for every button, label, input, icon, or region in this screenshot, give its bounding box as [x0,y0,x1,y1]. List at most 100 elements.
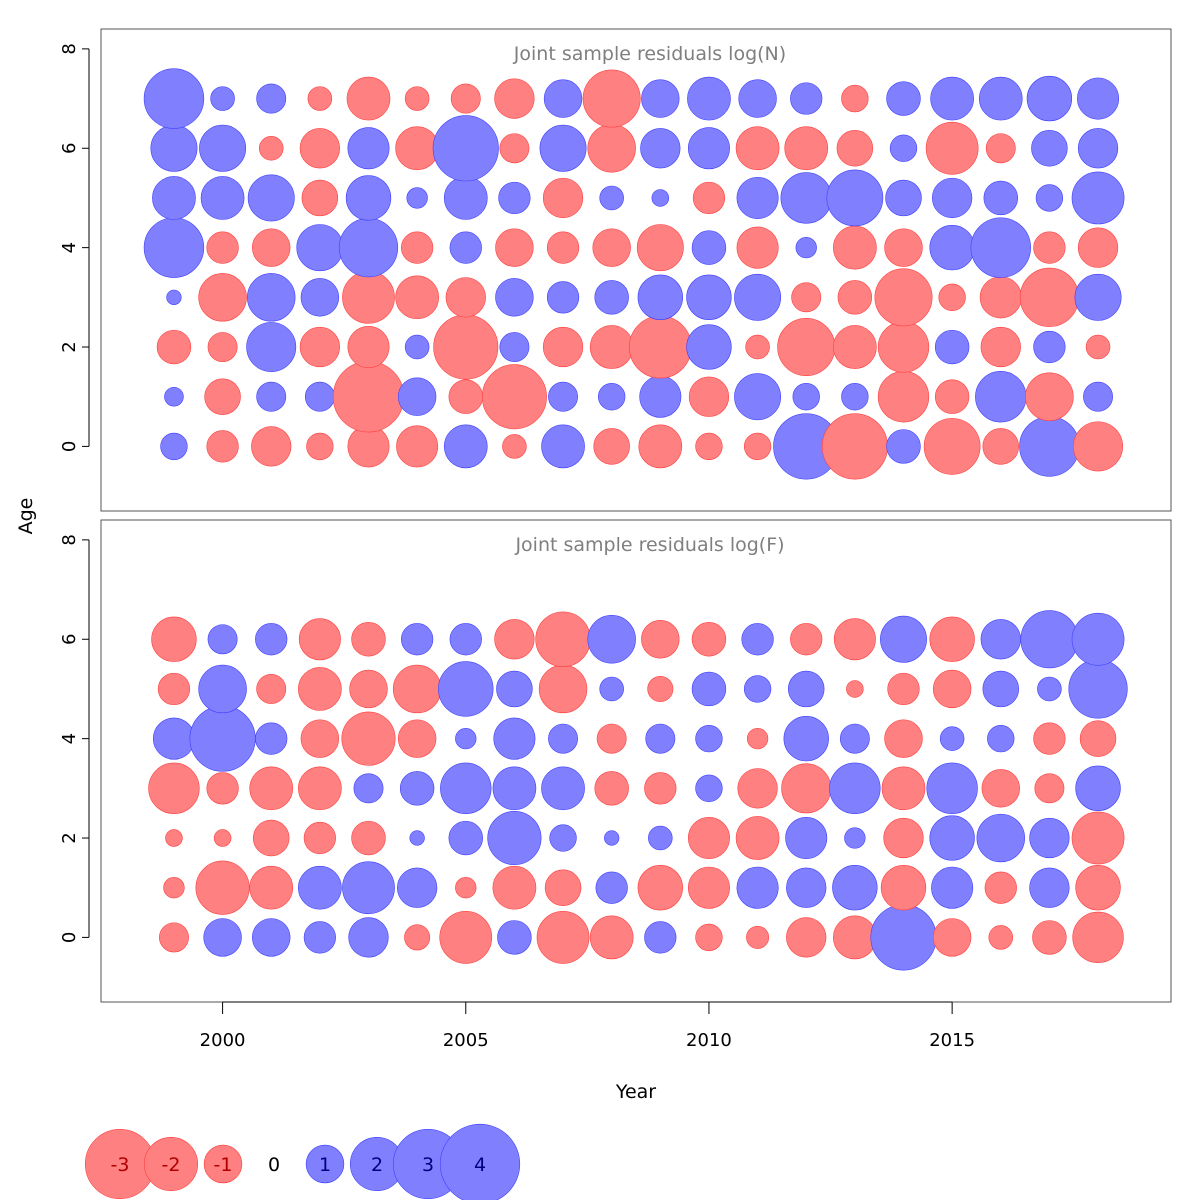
residual-bubble [741,623,774,656]
residual-bubble [743,675,772,703]
residual-bubble [1031,130,1068,167]
y-tick-label: 2 [59,341,80,352]
residual-bubble [546,281,580,314]
residual-bubble [837,280,873,315]
residual-bubble [821,413,888,480]
residual-bubble [298,865,342,910]
residual-bubble [688,376,730,417]
residual-bubble [204,378,241,415]
residual-bubble [156,329,192,365]
y-tick-label: 8 [59,534,80,545]
residual-bubble [495,278,534,317]
y-tick-label: 2 [59,832,80,843]
residual-bubble [303,921,336,954]
residual-bubble [983,180,1018,216]
legend-label: 1 [319,1154,331,1176]
residual-bubble [836,130,874,167]
residual-bubble [736,226,779,269]
y-tick-label: 8 [59,43,80,54]
residual-bubble [351,622,386,657]
residual-bubble [298,618,341,661]
residual-bubble [150,124,198,172]
residual-bubble [833,618,876,661]
residual-bubble [450,83,481,114]
residual-bubble [833,325,877,369]
residual-bubble [877,321,930,373]
residual-bubble [639,375,682,418]
residual-bubble [641,79,680,118]
residual-bubble [687,127,730,170]
residual-bubble [164,386,184,407]
residual-bubble [777,318,836,376]
residual-bubble [409,830,425,846]
residual-bubble [886,81,921,116]
residual-bubble [975,371,1027,423]
residual-bubble [1077,227,1119,268]
residual-bubble [628,315,692,379]
residual-bubble [152,176,196,220]
x-tick-label: 2015 [929,1030,975,1051]
residual-bubble [691,622,727,657]
residual-bubble [930,76,974,121]
residual-bubble [249,865,294,910]
legend-label: -2 [162,1154,181,1176]
residual-bubble [1034,773,1065,804]
residual-bubble [1075,765,1121,811]
residual-bubble [599,676,624,702]
residual-bubble [786,867,827,908]
residual-bubble [443,424,488,469]
x-tick-label: 2010 [686,1030,732,1051]
legend-label: 3 [422,1154,434,1176]
residual-bubble [256,674,287,704]
residual-bubble [487,810,542,866]
residual-bubble [440,762,492,814]
residual-bubble [1072,911,1124,964]
residual-bubble [255,623,288,656]
residual-bubble [781,763,832,814]
residual-bubble [1077,128,1119,169]
residual-bubble [695,432,723,461]
residual-bubble [985,133,1016,164]
residual-bubble [338,218,399,278]
residual-bubble [978,76,1023,121]
residual-bubble [449,231,482,264]
residual-bubble [1026,75,1073,122]
panels-group: 0 2 4 6 8 Joint sample residuals log(N) 0 2 4 6 8 J… [59,28,1172,1003]
residual-bubble [926,762,978,814]
residual-bubble [351,820,386,856]
residual-bubble [938,283,966,311]
residual-bubble [833,915,877,960]
residual-bubble [498,181,531,215]
panel-title: Joint sample residuals log(N) [513,43,786,65]
residual-bubble [438,661,494,717]
residual-bubble [791,282,822,313]
residual-bubble [987,724,1015,753]
residual-bubble [691,230,727,265]
residual-bubble [499,133,530,164]
residual-bubble [541,766,585,811]
residual-bubble [256,83,287,114]
residual-bubble [844,827,866,849]
residual-bubble [143,217,205,278]
residual-bubble [213,829,232,847]
residual-bubble [160,432,188,461]
residual-bubble [1071,612,1125,666]
residual-bubble [884,719,923,758]
residual-bubble [206,231,239,264]
residual-bubble [448,820,483,856]
residual-bubble [599,185,624,211]
residual-bubble [256,381,287,412]
residual-bubble [637,865,683,911]
residual-bubble [651,189,670,207]
residual-bubble [346,76,391,121]
residual-bubble [543,79,583,118]
residual-bubble [687,76,731,121]
residual-bubble [539,124,587,172]
residual-bubble [887,672,920,706]
residual-bubble [645,723,676,754]
residual-bubble [342,270,395,324]
residual-bubble [546,231,580,264]
residual-bubble [198,664,247,714]
residual-bubble [976,813,1025,863]
residual-bubble [886,429,921,464]
